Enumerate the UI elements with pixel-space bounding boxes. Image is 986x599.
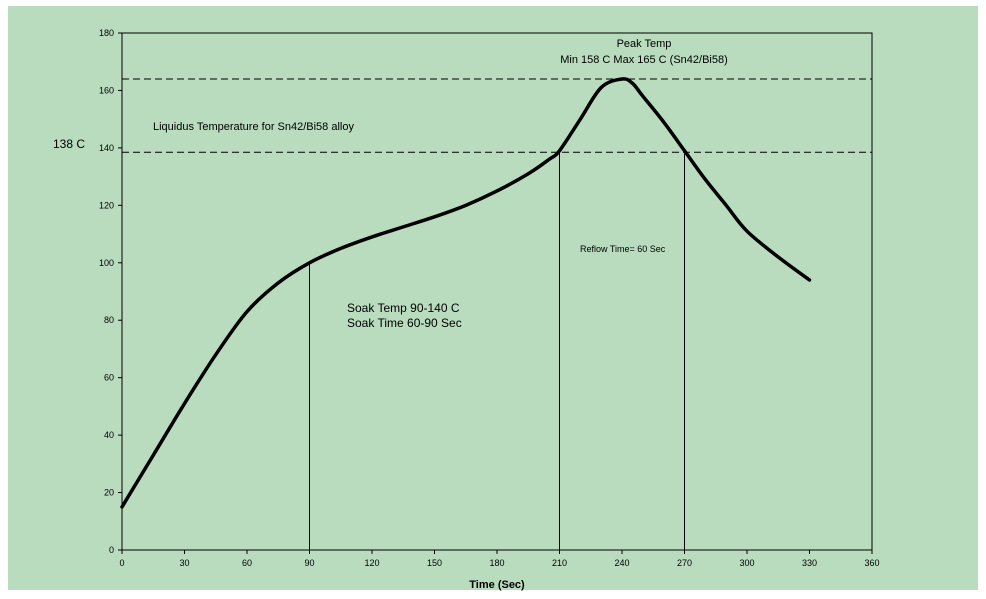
x-tick-label: 90 <box>304 558 314 568</box>
x-tick-label: 300 <box>739 558 754 568</box>
annotation-liquidus: Liquidus Temperature for Sn42/Bi58 alloy <box>153 121 354 133</box>
y-tick-label: 100 <box>99 258 114 268</box>
x-tick-label: 360 <box>864 558 879 568</box>
annotation-soak-temp: Soak Temp 90-140 C <box>347 301 460 315</box>
chart-background <box>8 6 978 590</box>
x-tick-label: 150 <box>427 558 442 568</box>
y-tick-label: 0 <box>109 545 114 555</box>
reference-lines <box>122 78 872 550</box>
x-tick-label: 120 <box>364 558 379 568</box>
annotation-soak-time: Soak Time 60-90 Sec <box>347 316 462 330</box>
annotation-reflow-time: Reflow Time= 60 Sec <box>580 244 666 254</box>
axis-title-x: Time (Sec) <box>469 579 525 591</box>
x-tick-label: 270 <box>677 558 692 568</box>
annotation-peak-range: Min 158 C Max 165 C (Sn42/Bi58) <box>560 54 728 66</box>
x-tick-label: 180 <box>489 558 504 568</box>
y-tick-label: 180 <box>99 28 114 38</box>
y-tick-label: 140 <box>99 143 114 153</box>
ticks: 0 30 60 90 120 150 180 210 240 270 300 330 360 0 20 40 6… <box>99 28 880 568</box>
x-tick-label: 210 <box>552 558 567 568</box>
y-tick-label: 120 <box>99 200 114 210</box>
annotation-peak-temp: Peak Temp <box>617 38 672 50</box>
y-tick-label: 60 <box>104 373 114 383</box>
y-tick-label: 80 <box>104 315 114 325</box>
y-tick-label: 40 <box>104 430 114 440</box>
x-tick-label: 240 <box>614 558 629 568</box>
x-tick-label: 0 <box>119 558 124 568</box>
y-tick-label: 20 <box>104 488 114 498</box>
x-tick-label: 60 <box>242 558 252 568</box>
x-tick-label: 30 <box>179 558 189 568</box>
temperature-curve <box>120 77 812 509</box>
y-tick-label: 160 <box>99 85 114 95</box>
x-tick-label: 330 <box>802 558 817 568</box>
annotation-liquidus-value: 138 C <box>53 137 85 151</box>
